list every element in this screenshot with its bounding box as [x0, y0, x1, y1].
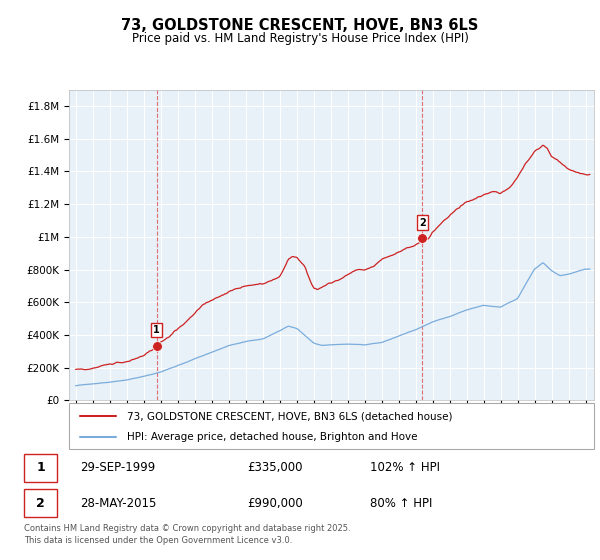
Bar [24, 489, 58, 517]
Bar [24, 454, 58, 482]
Text: HPI: Average price, detached house, Brighton and Hove: HPI: Average price, detached house, Brig… [127, 432, 417, 442]
Text: £990,000: £990,000 [247, 497, 303, 510]
Text: 29-SEP-1999: 29-SEP-1999 [80, 461, 155, 474]
Text: Price paid vs. HM Land Registry's House Price Index (HPI): Price paid vs. HM Land Registry's House … [131, 32, 469, 45]
Text: 2: 2 [419, 218, 426, 228]
Text: £335,000: £335,000 [247, 461, 303, 474]
Text: 2: 2 [37, 497, 45, 510]
Text: 73, GOLDSTONE CRESCENT, HOVE, BN3 6LS (detached house): 73, GOLDSTONE CRESCENT, HOVE, BN3 6LS (d… [127, 411, 452, 421]
Text: Contains HM Land Registry data © Crown copyright and database right 2025.
This d: Contains HM Land Registry data © Crown c… [24, 524, 350, 545]
Text: 28-MAY-2015: 28-MAY-2015 [80, 497, 156, 510]
Text: 102% ↑ HPI: 102% ↑ HPI [370, 461, 440, 474]
Text: 80% ↑ HPI: 80% ↑ HPI [370, 497, 433, 510]
Text: 1: 1 [37, 461, 45, 474]
Text: 73, GOLDSTONE CRESCENT, HOVE, BN3 6LS: 73, GOLDSTONE CRESCENT, HOVE, BN3 6LS [121, 18, 479, 33]
Text: 1: 1 [153, 325, 160, 335]
